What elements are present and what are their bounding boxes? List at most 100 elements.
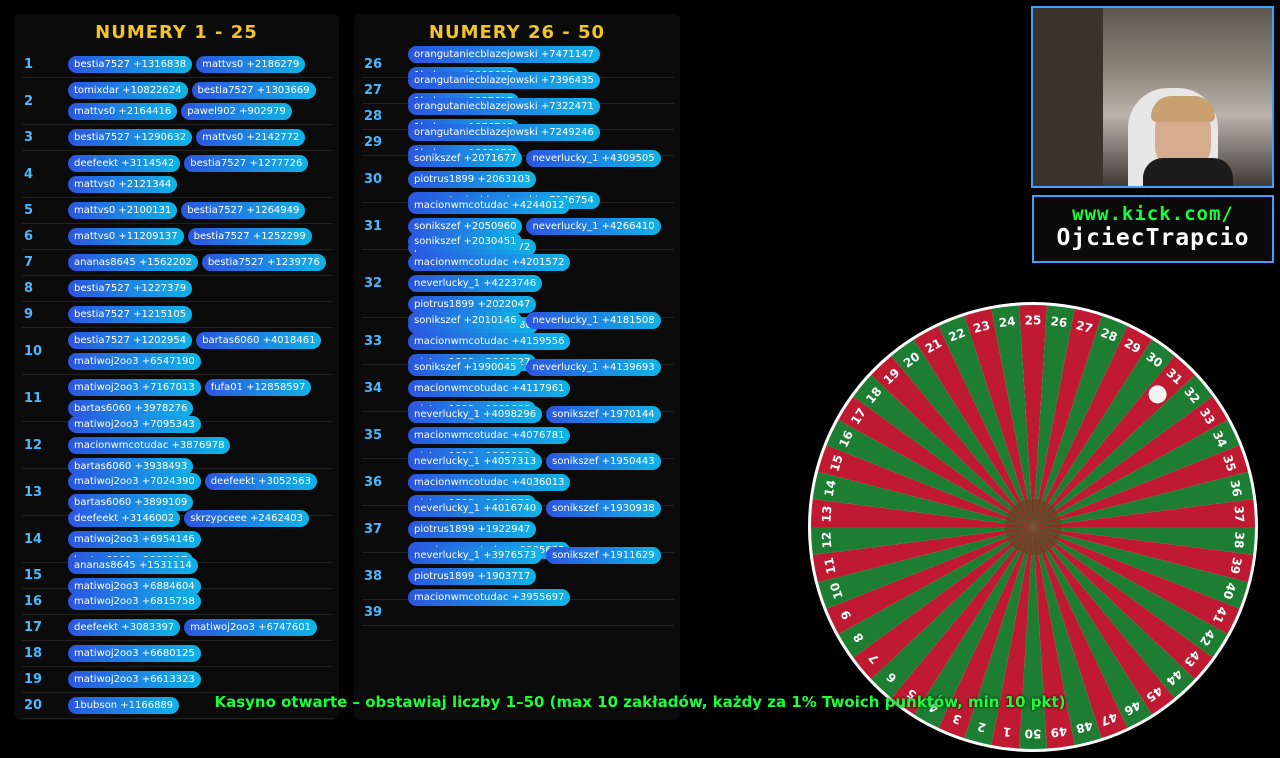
wheel-segment bbox=[838, 527, 1033, 658]
bet-row: 6 mattvs0 +11209137 bestia7527 +1252299 bbox=[22, 224, 333, 250]
bet-chip: deefeekt +3114542 bbox=[68, 155, 181, 172]
wheel-segment bbox=[964, 527, 1033, 746]
bet-number: 33 bbox=[364, 333, 383, 349]
bet-number: 16 bbox=[24, 594, 43, 609]
bet-chips: sonikszef +2010146 neverlucky_1 +4181508 m… bbox=[408, 310, 674, 373]
bet-number: 3 bbox=[24, 130, 34, 145]
bet-number: 36 bbox=[364, 474, 383, 490]
wheel-segment bbox=[853, 527, 1033, 679]
bet-chip: macionwmcotudac +3876978 bbox=[68, 436, 231, 454]
bet-chip: matiwoj2oo3 +6547190 bbox=[68, 353, 201, 370]
bet-chips: deefeekt +3083397 matiwoj2oo3 +6747601 bbox=[68, 617, 321, 638]
bet-number: 28 bbox=[364, 109, 383, 124]
bet-chips: matiwoj2oo3 +6613323 bbox=[68, 669, 205, 690]
bet-row: 3 bestia7527 +1290632 mattvs0 +2142772 bbox=[22, 125, 333, 151]
wheel-number: 27 bbox=[1075, 318, 1095, 336]
wheel-segment bbox=[1033, 527, 1152, 728]
bet-chips: bestia7527 +1215105 bbox=[68, 304, 196, 325]
ticker-message: Kasyno otwarte – obstawiaj liczby 1–50 (… bbox=[214, 693, 1066, 711]
bet-row: 8 bestia7527 +1227379 bbox=[22, 276, 333, 302]
wheel-number: 49 bbox=[1050, 724, 1068, 740]
bet-row: 34 sonikszef +1990045 neverlucky_1 +413969… bbox=[362, 358, 674, 418]
wheel-segment bbox=[853, 375, 1033, 527]
bet-chip: neverlucky_1 +4057313 bbox=[408, 452, 543, 470]
wheel-segment bbox=[1033, 527, 1240, 634]
bet-chip: neverlucky_1 +4223746 bbox=[408, 275, 543, 292]
wheel-number: 1 bbox=[1002, 724, 1012, 739]
bet-row: 18 matiwoj2oo3 +6680125 bbox=[22, 641, 333, 667]
wheel-segment bbox=[871, 527, 1033, 699]
bet-chip: sonikszef +1950443 bbox=[546, 452, 661, 470]
bet-row: 9 bestia7527 +1215105 bbox=[22, 302, 333, 328]
wheel-segment bbox=[826, 527, 1033, 634]
bet-number: 8 bbox=[24, 281, 34, 296]
wheel-number: 28 bbox=[1099, 325, 1120, 344]
bet-number: 17 bbox=[24, 620, 43, 635]
wheel-number: 24 bbox=[998, 314, 1016, 330]
bet-chip: macionwmcotudac +4159556 bbox=[408, 332, 571, 350]
bet-chip: neverlucky_1 +3976573 bbox=[408, 546, 543, 564]
bet-chip: macionwmcotudac +4076781 bbox=[408, 426, 571, 444]
bet-number: 34 bbox=[364, 380, 383, 396]
wheel-number: 34 bbox=[1210, 429, 1230, 450]
wheel-segment bbox=[1033, 308, 1102, 527]
bet-chip: ananas8645 +1531114 bbox=[68, 556, 198, 574]
bet-chips: deefeekt +3114542 bestia7527 +1277726 matt… bbox=[68, 153, 333, 195]
bet-number: 1 bbox=[24, 57, 34, 72]
bet-number: 6 bbox=[24, 229, 34, 244]
wheel-number: 22 bbox=[947, 325, 968, 344]
bet-number: 11 bbox=[24, 390, 43, 406]
bet-chip: bestia7527 +1316838 bbox=[68, 56, 193, 73]
wheel-segment bbox=[811, 527, 1033, 555]
bet-chip: deefeekt +3052563 bbox=[204, 473, 317, 490]
wheel-segment bbox=[991, 527, 1033, 749]
bet-number: 12 bbox=[24, 437, 43, 453]
bet-chip: bestia7527 +1303669 bbox=[191, 82, 316, 99]
bet-number: 38 bbox=[364, 568, 383, 584]
bet-chip: macionwmcotudac +4244012 bbox=[408, 196, 571, 214]
bet-number: 19 bbox=[24, 672, 43, 687]
wheel-segment bbox=[871, 355, 1033, 527]
bet-chip: mattvs0 +2121344 bbox=[68, 176, 178, 193]
bet-number: 9 bbox=[24, 307, 34, 322]
bet-chips: matiwoj2oo3 +7167013 fufa01 +12858597 bart… bbox=[68, 377, 333, 419]
bet-chips: matiwoj2oo3 +6815758 bbox=[68, 591, 205, 612]
wheel-segment bbox=[1033, 527, 1228, 658]
bet-chip: tomixdar +10822624 bbox=[68, 82, 188, 99]
bet-chip: matiwoj2oo3 +7095343 bbox=[68, 415, 201, 433]
bet-chip: fufa01 +12858597 bbox=[204, 379, 312, 396]
wheel-number: 13 bbox=[819, 505, 834, 523]
wheel-segment bbox=[891, 339, 1033, 527]
wheel-number: 41 bbox=[1210, 604, 1230, 625]
bet-chip: macionwmcotudac +3955697 bbox=[408, 588, 571, 606]
bet-chip: neverlucky_1 +4139693 bbox=[526, 358, 661, 376]
bet-chip: mattvs0 +2164416 bbox=[68, 103, 178, 120]
bet-chip: ananas8645 +1562202 bbox=[68, 254, 198, 271]
bet-chip: bestia7527 +1215105 bbox=[68, 306, 193, 323]
bet-chip: pawel902 +902979 bbox=[181, 103, 292, 120]
bet-chip: sonikszef +2030451 bbox=[408, 233, 523, 250]
bet-chip: mattvs0 +2100131 bbox=[68, 202, 178, 219]
wheel-segment bbox=[914, 527, 1033, 728]
bet-chip: matiwoj2oo3 +6884604 bbox=[68, 577, 201, 595]
wheel-segment bbox=[812, 471, 1033, 527]
banner-channel: OjciecTrapcio bbox=[1056, 225, 1250, 251]
bet-chip: sonikszef +2071677 bbox=[408, 149, 523, 167]
bet-chip: sonikszef +1930938 bbox=[546, 499, 661, 517]
bet-row: 4 deefeekt +3114542 bestia7527 +1277726 mat… bbox=[22, 151, 333, 198]
wheel-number: 35 bbox=[1220, 453, 1238, 473]
bet-number: 30 bbox=[364, 171, 383, 187]
wheel-segment bbox=[1033, 527, 1128, 739]
bet-row: 20 1bubson +1166889 bbox=[22, 693, 333, 719]
wheel-segment bbox=[1033, 326, 1152, 527]
wheel-segment bbox=[1033, 527, 1195, 699]
bet-rows-left: 1 bestia7527 +1316838 mattvs0 +2186279 2 tom… bbox=[14, 52, 339, 720]
wheel-number: 12 bbox=[819, 531, 834, 549]
bet-chip: mattvs0 +2186279 bbox=[196, 56, 306, 73]
bet-chip: bestia7527 +1264949 bbox=[181, 202, 306, 219]
bet-chip: piotrus1899 +2022047 bbox=[408, 296, 537, 313]
wheel-segment bbox=[891, 527, 1033, 715]
bet-number: 14 bbox=[24, 531, 43, 547]
channel-banner: www.kick.com/ OjciecTrapcio bbox=[1032, 195, 1274, 263]
bet-number: 39 bbox=[364, 605, 383, 620]
